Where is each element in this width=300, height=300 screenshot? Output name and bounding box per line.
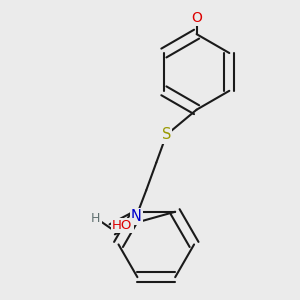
Text: S: S: [162, 128, 171, 142]
Text: N: N: [131, 209, 142, 224]
Text: H: H: [91, 212, 101, 224]
Text: O: O: [191, 11, 202, 25]
Text: HO: HO: [112, 219, 133, 232]
